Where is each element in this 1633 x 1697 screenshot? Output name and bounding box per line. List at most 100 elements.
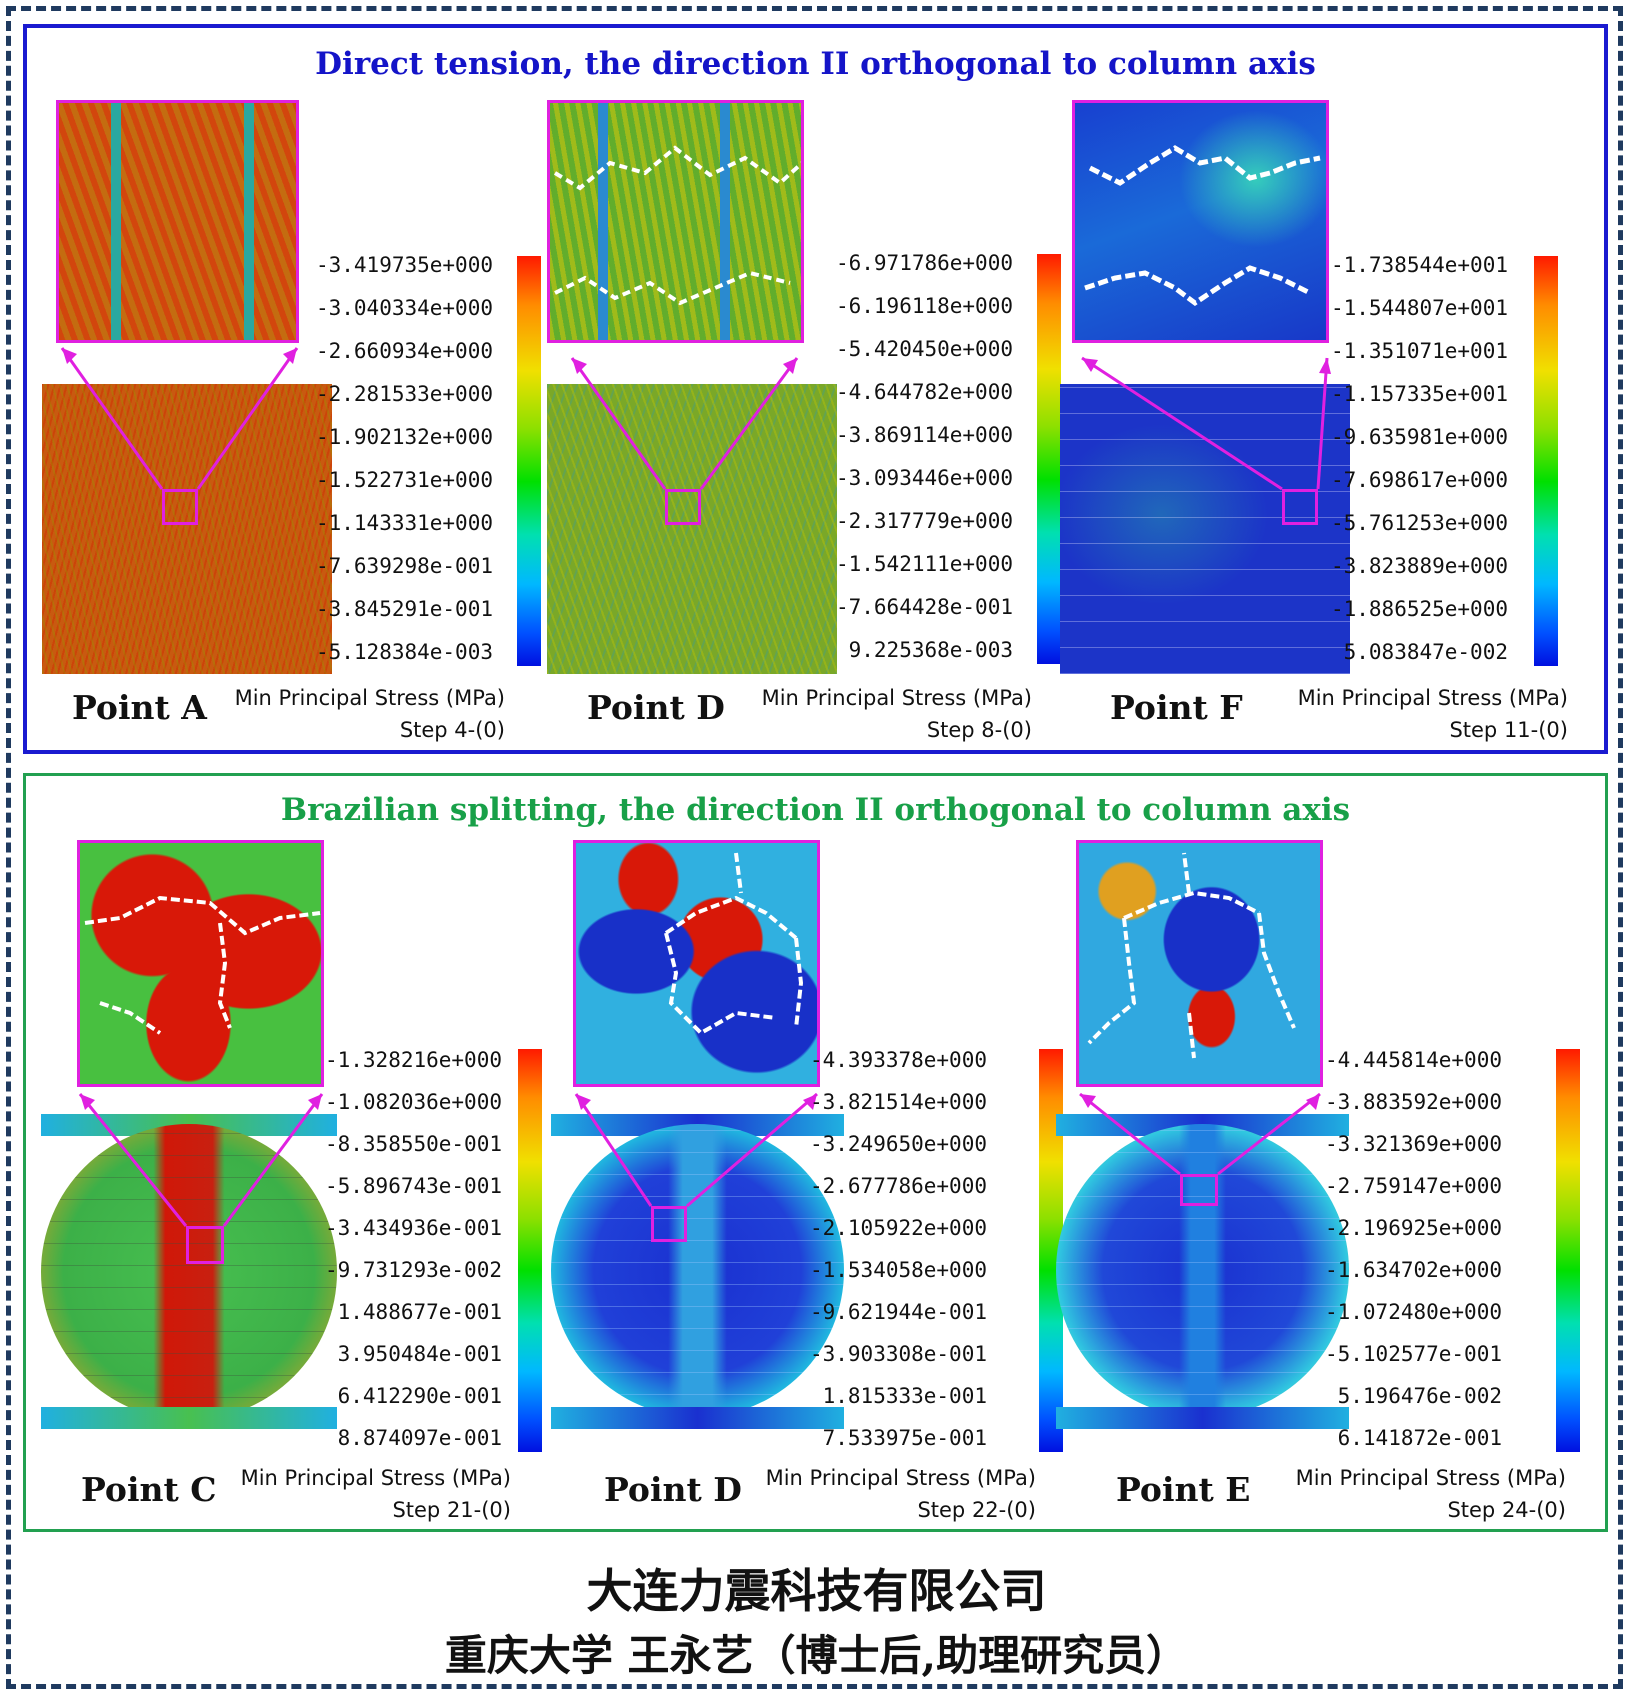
platen-bottom-point-d-splitting bbox=[551, 1407, 844, 1429]
outer-dashed-frame bbox=[6, 6, 1623, 1689]
point-label-d-tension: Point D bbox=[587, 688, 725, 727]
scale-tick: -1.886525e+000 bbox=[1330, 597, 1508, 621]
scale-tick: 1.488677e-001 bbox=[337, 1300, 502, 1324]
sim-point-c: -1.328216e+000 -1.082036e+000 -8.358550e… bbox=[26, 776, 551, 1535]
scale-tick: -2.281533e+000 bbox=[315, 382, 493, 406]
scale-tick: -1.351071e+001 bbox=[1330, 339, 1508, 363]
scale-tick: -1.072480e+000 bbox=[1324, 1300, 1502, 1324]
scale-tick: -3.821514e+000 bbox=[809, 1090, 987, 1114]
roi-box-point-f bbox=[1282, 489, 1318, 525]
zoom-image-point-f bbox=[1072, 100, 1329, 343]
scale-tick: -1.328216e+000 bbox=[324, 1048, 502, 1072]
scale-tick: -6.971786e+000 bbox=[835, 251, 1013, 275]
sim-point-a: -3.419735e+000 -3.040334e+000 -2.660934e… bbox=[27, 28, 547, 758]
scale-tick: -2.317779e+000 bbox=[835, 509, 1013, 533]
scale-tick: 7.533975e-001 bbox=[822, 1426, 987, 1450]
crack-path-zoom-e bbox=[1087, 852, 1296, 1059]
brazilian-splitting-panel: Brazilian splitting, the direction II or… bbox=[23, 773, 1608, 1532]
scale-tick: -2.105922e+000 bbox=[809, 1216, 987, 1240]
zoom-image-point-d-splitting bbox=[573, 840, 820, 1087]
legend-title: Min Principal Stress (MPa) bbox=[761, 686, 1032, 710]
scale-tick: -3.040334e+000 bbox=[315, 296, 493, 320]
legend-point-d-tension: Min Principal Stress (MPa) Step 8-(0) bbox=[762, 682, 1032, 746]
scale-tick: -2.196925e+000 bbox=[1324, 1216, 1502, 1240]
scale-tick: 1.815333e-001 bbox=[822, 1384, 987, 1408]
scale-tick: -3.883592e+000 bbox=[1324, 1090, 1502, 1114]
legend-step: Step 11-(0) bbox=[1449, 718, 1568, 742]
scale-tick: -1.082036e+000 bbox=[324, 1090, 502, 1114]
scale-tick: -1.544807e+001 bbox=[1330, 296, 1508, 320]
color-scale-bar-point-f bbox=[1534, 256, 1558, 666]
crack-path-zoom-c bbox=[84, 895, 321, 1035]
footer-company-name: 大连力震科技有限公司 bbox=[586, 1564, 1047, 1618]
scale-tick: -1.534058e+000 bbox=[809, 1258, 987, 1282]
direct-tension-title: Direct tension, the direction II orthogo… bbox=[315, 46, 1316, 82]
legend-title: Min Principal Stress (MPa) bbox=[765, 1466, 1036, 1490]
sim-point-d-splitting: -4.393378e+000 -3.821514e+000 -3.249650e… bbox=[551, 776, 1076, 1535]
scale-ticks-point-a: -3.419735e+000 -3.040334e+000 -2.660934e… bbox=[315, 253, 493, 673]
sim-point-d-tension: -6.971786e+000 -6.196118e+000 -5.420450e… bbox=[547, 28, 1072, 758]
color-scale-bar-point-d-tension bbox=[1037, 254, 1061, 664]
scale-tick: 6.412290e-001 bbox=[337, 1384, 502, 1408]
scale-tick: -3.093446e+000 bbox=[835, 466, 1013, 490]
scale-tick: -5.761253e+000 bbox=[1330, 511, 1508, 535]
scale-tick: -1.542111e+000 bbox=[835, 552, 1013, 576]
legend-title: Min Principal Stress (MPa) bbox=[234, 686, 505, 710]
scale-tick: -3.845291e-001 bbox=[315, 597, 493, 621]
legend-title: Min Principal Stress (MPa) bbox=[240, 1466, 511, 1490]
full-image-point-f bbox=[1060, 384, 1350, 674]
footer-author-credit: 重庆大学 王永艺（博士后,助理研究员） bbox=[444, 1631, 1189, 1680]
scale-ticks-point-e: -4.445814e+000 -3.883592e+000 -3.321369e… bbox=[1324, 1048, 1502, 1468]
legend-point-f: Min Principal Stress (MPa) Step 11-(0) bbox=[1298, 682, 1568, 746]
scale-tick: -5.420450e+000 bbox=[835, 337, 1013, 361]
scale-tick: -9.621944e-001 bbox=[809, 1300, 987, 1324]
legend-point-d-splitting: Min Principal Stress (MPa) Step 22-(0) bbox=[766, 1462, 1036, 1526]
scale-tick: 5.083847e-002 bbox=[1343, 640, 1508, 664]
sim-point-e: -4.445814e+000 -3.883592e+000 -3.321369e… bbox=[1056, 776, 1606, 1535]
scale-tick: 3.950484e-001 bbox=[337, 1342, 502, 1366]
scale-ticks-point-d-splitting: -4.393378e+000 -3.821514e+000 -3.249650e… bbox=[809, 1048, 987, 1468]
scale-tick: -1.157335e+001 bbox=[1330, 382, 1508, 406]
legend-point-c: Min Principal Stress (MPa) Step 21-(0) bbox=[241, 1462, 511, 1526]
scale-tick: -2.660934e+000 bbox=[315, 339, 493, 363]
full-image-point-a bbox=[42, 384, 332, 674]
scale-tick: -4.445814e+000 bbox=[1324, 1048, 1502, 1072]
scale-tick: -7.664428e-001 bbox=[835, 595, 1013, 619]
disk-image-point-c bbox=[41, 1124, 337, 1420]
scale-tick: -3.869114e+000 bbox=[835, 423, 1013, 447]
platen-bottom-point-e bbox=[1056, 1407, 1349, 1429]
roi-box-point-a bbox=[162, 489, 198, 525]
scale-ticks-point-c: -1.328216e+000 -1.082036e+000 -8.358550e… bbox=[324, 1048, 502, 1468]
full-image-point-d-tension bbox=[547, 384, 837, 674]
color-scale-bar-point-e bbox=[1556, 1049, 1580, 1452]
legend-point-a: Min Principal Stress (MPa) Step 4-(0) bbox=[235, 682, 505, 746]
zoom-image-point-e bbox=[1076, 840, 1323, 1087]
scale-tick: -3.249650e+000 bbox=[809, 1132, 987, 1156]
scale-tick: 8.874097e-001 bbox=[337, 1426, 502, 1450]
legend-title: Min Principal Stress (MPa) bbox=[1297, 686, 1568, 710]
sim-point-f: -1.738544e+001 -1.544807e+001 -1.351071e… bbox=[1060, 28, 1604, 758]
crack-path-zoom-d-splitting bbox=[664, 852, 804, 1036]
crack-path-zoom-f bbox=[1084, 145, 1321, 307]
legend-step: Step 4-(0) bbox=[399, 718, 505, 742]
zoom-image-point-d-tension bbox=[547, 100, 804, 343]
color-scale-bar-point-a bbox=[517, 256, 541, 666]
point-label-e: Point E bbox=[1116, 1470, 1251, 1509]
roi-box-point-d-splitting bbox=[651, 1206, 687, 1242]
scale-tick: 6.141872e-001 bbox=[1337, 1426, 1502, 1450]
point-label-c: Point C bbox=[81, 1470, 217, 1509]
color-scale-bar-point-c bbox=[518, 1049, 542, 1452]
brazilian-splitting-title: Brazilian splitting, the direction II or… bbox=[280, 792, 1351, 828]
scale-tick: -7.698617e+000 bbox=[1330, 468, 1508, 492]
legend-step: Step 21-(0) bbox=[392, 1498, 511, 1522]
scale-tick: -3.419735e+000 bbox=[315, 253, 493, 277]
scale-tick: -2.759147e+000 bbox=[1324, 1174, 1502, 1198]
scale-tick: -1.738544e+001 bbox=[1330, 253, 1508, 277]
scale-tick: -8.358550e-001 bbox=[324, 1132, 502, 1156]
legend-step: Step 8-(0) bbox=[926, 718, 1032, 742]
legend-step: Step 22-(0) bbox=[917, 1498, 1036, 1522]
scale-tick: -4.393378e+000 bbox=[809, 1048, 987, 1072]
zoom-image-point-a bbox=[56, 100, 299, 343]
scale-tick: 5.196476e-002 bbox=[1337, 1384, 1502, 1408]
scale-ticks-point-f: -1.738544e+001 -1.544807e+001 -1.351071e… bbox=[1330, 253, 1508, 673]
